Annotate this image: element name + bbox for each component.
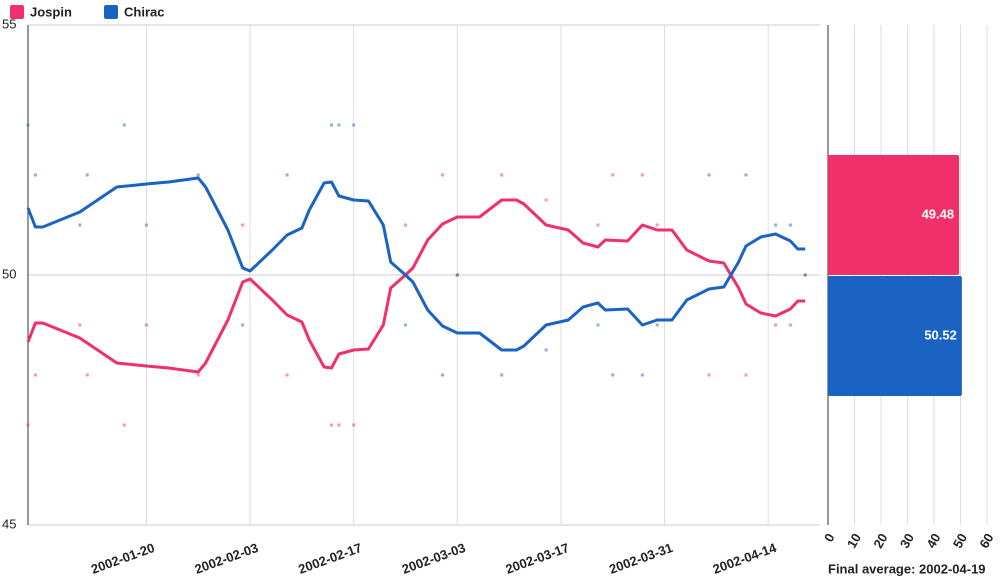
x-tick-label: 2002-01-20 [89,540,157,577]
poll-dot [33,173,37,177]
poll-dot [403,323,407,327]
poll-dot [33,373,37,377]
poll-dot [78,323,82,327]
poll-dot [655,323,659,327]
poll-dot [241,323,245,327]
legend-swatch [104,5,118,19]
poll-dot [196,173,200,177]
legend-label: Chirac [124,4,164,19]
y-tick-label: 45 [2,516,16,531]
x-tick-label: 20 [870,531,890,551]
x-tick-label: 0 [821,531,838,545]
x-tick-label: 60 [976,531,996,551]
poll-dot [774,323,778,327]
bar-value-label: 50.52 [924,327,957,342]
bar [828,155,960,275]
x-tick-label: 40 [923,531,943,551]
poll-dot [788,323,792,327]
poll-dot [329,123,333,127]
x-tick-label: 2002-03-03 [400,540,468,577]
poll-dot [774,223,778,227]
series-line [26,176,806,352]
poll-dot [144,223,148,227]
x-tick-label: 30 [897,531,917,551]
poll-dot [500,173,504,177]
poll-dot [611,373,615,377]
poll-dot [241,223,245,227]
poll-dot [78,223,82,227]
poll-dot [403,223,407,227]
poll-dot [655,223,659,227]
poll-dot [441,173,445,177]
poll-dot [352,123,356,127]
poll-dot [329,423,333,427]
poll-dot [144,323,148,327]
poll-dot [352,423,356,427]
bar-x-axis-title: Final average: 2002-04-19 [828,561,986,576]
poll-dot [544,348,548,352]
poll-dot [803,273,807,277]
y-tick-label: 50 [2,266,16,281]
poll-dot [85,173,89,177]
poll-dot [744,173,748,177]
poll-dot [611,173,615,177]
x-tick-label: 2002-02-17 [296,540,364,577]
poll-dot [788,223,792,227]
y-tick-label: 55 [2,16,16,31]
series-line [26,198,806,374]
poll-dot [596,223,600,227]
x-tick-label: 2002-02-03 [193,540,261,577]
poll-dot [500,373,504,377]
poll-dot [122,123,126,127]
poll-dot [707,373,711,377]
poll-dot [640,373,644,377]
poll-dot [285,373,289,377]
legend-swatch [10,5,24,19]
poll-dot [285,173,289,177]
bar-value-label: 49.48 [922,206,955,221]
poll-dot [196,373,200,377]
poll-dot [122,423,126,427]
x-tick-label: 50 [950,531,970,551]
bar [828,276,962,396]
poll-dot [744,373,748,377]
poll-dot [596,323,600,327]
poll-dot [337,423,341,427]
poll-dot [455,273,459,277]
poll-dot [337,123,341,127]
poll-dot [85,373,89,377]
x-tick-label: 10 [844,531,864,551]
poll-dot [26,123,30,127]
x-tick-label: 2002-04-14 [711,540,779,577]
poll-dot [640,173,644,177]
poll-dot [26,423,30,427]
poll-dot [544,198,548,202]
legend-label: Jospin [30,4,72,19]
poll-dot [707,173,711,177]
x-tick-label: 2002-03-17 [504,540,572,577]
x-tick-label: 2002-03-31 [607,540,675,577]
poll-dot [441,373,445,377]
